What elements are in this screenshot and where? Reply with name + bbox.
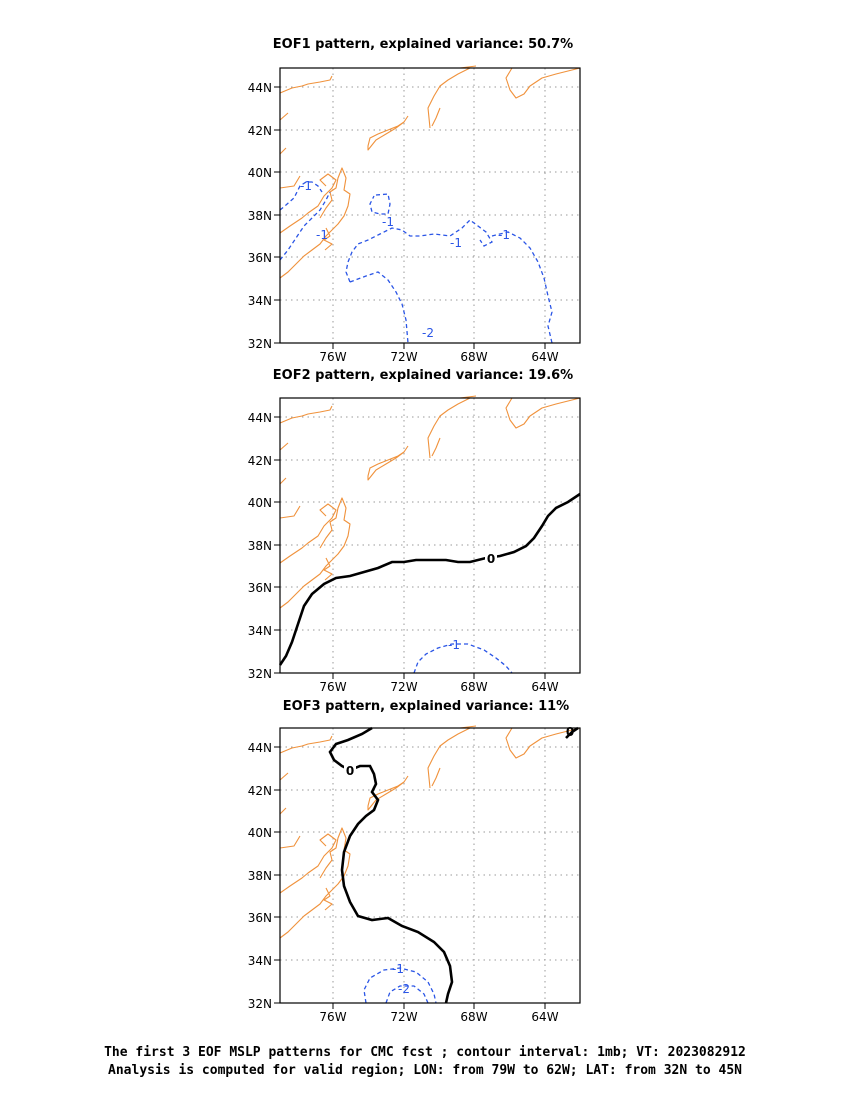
lat-label: 44N xyxy=(248,411,272,425)
lat-label: 38N xyxy=(248,539,272,553)
lon-label: 72W xyxy=(390,350,417,364)
contour-label: -2 xyxy=(422,326,434,340)
lon-tick-labels: 76W 72W 68W 64W xyxy=(319,673,559,694)
contour-label: 0 xyxy=(566,725,574,739)
lon-label: 64W xyxy=(531,680,558,694)
contour-label: -1 xyxy=(382,215,394,229)
lat-label: 34N xyxy=(248,954,272,968)
panel-3: EOF3 pattern, explained variance: 11% 0 … xyxy=(248,699,581,1024)
panel-2: EOF2 pattern, explained variance: 19.6% … xyxy=(248,368,581,694)
contour-label: -1 xyxy=(448,638,460,652)
grid-lines xyxy=(280,68,580,343)
map-frame xyxy=(279,397,581,674)
lon-label: 72W xyxy=(390,1010,417,1024)
lon-label: 76W xyxy=(319,680,346,694)
lat-tick-labels: 44N 42N 40N 38N 36N 34N 32N xyxy=(248,741,280,1011)
grid-lines xyxy=(280,398,580,673)
lat-label: 32N xyxy=(248,667,272,681)
lat-label: 32N xyxy=(248,997,272,1011)
lon-tick-labels: 76W 72W 68W 64W xyxy=(319,1003,559,1024)
contour-lines xyxy=(328,726,579,1004)
contour-label: -1 xyxy=(450,236,462,250)
lon-label: 76W xyxy=(319,1010,346,1024)
lat-label: 42N xyxy=(248,784,272,798)
contour-labels: -1 -1 -1 -1 -1 -2 xyxy=(300,179,510,340)
contour-labels: 0 -1 xyxy=(448,550,497,652)
lat-label: 32N xyxy=(248,337,272,351)
grid-lines xyxy=(280,728,580,1003)
lon-label: 68W xyxy=(460,1010,487,1024)
lat-label: 42N xyxy=(248,124,272,138)
lat-tick-labels: 44N 42N 40N 38N 36N 34N 32N xyxy=(248,411,280,681)
contour-lines xyxy=(279,181,553,344)
panel-1-title: EOF1 pattern, explained variance: 50.7% xyxy=(273,37,573,52)
lat-label: 40N xyxy=(248,826,272,840)
lon-tick-labels: 76W 72W 68W 64W xyxy=(319,343,559,364)
lat-label: 44N xyxy=(248,741,272,755)
panel-1: EOF1 pattern, explained variance: 50.7% xyxy=(248,37,581,364)
contour-label: -1 xyxy=(392,962,404,976)
lat-label: 36N xyxy=(248,581,272,595)
contour-label: -1 xyxy=(498,228,510,242)
contour-label: -1 xyxy=(300,179,312,193)
lat-label: 38N xyxy=(248,869,272,883)
contour-labels: 0 0 -1 -2 xyxy=(344,725,574,996)
lat-tick-labels: 44N 42N 40N 38N 36N 34N 32N xyxy=(248,81,280,351)
map-frame xyxy=(279,67,581,344)
caption-line-2: Analysis is computed for valid region; L… xyxy=(108,1063,742,1078)
contour-lines xyxy=(278,492,581,674)
eof-figure: EOF1 pattern, explained variance: 50.7% xyxy=(248,37,581,1024)
caption-line-1: The first 3 EOF MSLP patterns for CMC fc… xyxy=(104,1045,746,1060)
lat-label: 34N xyxy=(248,624,272,638)
lat-label: 42N xyxy=(248,454,272,468)
lon-label: 68W xyxy=(460,680,487,694)
contour-label: -2 xyxy=(398,982,410,996)
contour-label: 0 xyxy=(346,764,354,778)
contour-label: -1 xyxy=(316,228,328,242)
lon-label: 72W xyxy=(390,680,417,694)
lat-label: 44N xyxy=(248,81,272,95)
lat-label: 40N xyxy=(248,496,272,510)
lon-label: 64W xyxy=(531,350,558,364)
lon-label: 68W xyxy=(460,350,487,364)
lat-label: 34N xyxy=(248,294,272,308)
panel-3-title: EOF3 pattern, explained variance: 11% xyxy=(283,699,569,714)
map-frame xyxy=(279,727,581,1004)
lat-label: 38N xyxy=(248,209,272,223)
panel-2-title: EOF2 pattern, explained variance: 19.6% xyxy=(273,368,573,383)
contour-label: 0 xyxy=(487,552,495,566)
lon-label: 64W xyxy=(531,1010,558,1024)
lat-label: 40N xyxy=(248,166,272,180)
lat-label: 36N xyxy=(248,911,272,925)
lat-label: 36N xyxy=(248,251,272,265)
lon-label: 76W xyxy=(319,350,346,364)
